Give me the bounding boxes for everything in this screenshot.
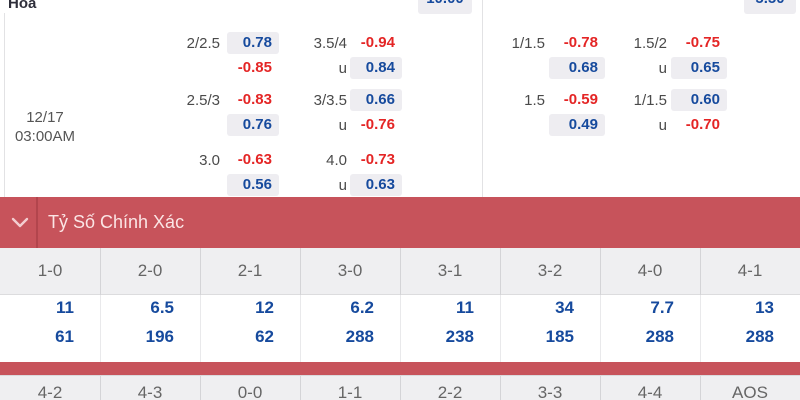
score-header-cell: 0-0	[237, 383, 263, 400]
score-header-cell: 3-3	[537, 383, 563, 400]
under-label: u	[338, 59, 347, 77]
chevron-down-icon[interactable]	[11, 217, 29, 228]
handicap-odds[interactable]: -0.78	[563, 34, 598, 51]
score-odds-cell[interactable]: 196	[145, 327, 174, 346]
fulltime-row: 0.56 u 0.63	[120, 173, 402, 197]
total-label: 4.0	[326, 151, 347, 169]
score-header-cell: 3-0	[337, 261, 363, 280]
score-header-cell: 4-0	[637, 261, 663, 280]
total-label: 1/1.5	[633, 91, 667, 109]
score-odds-cell[interactable]: 11	[456, 298, 474, 317]
score-header-cell: 1-1	[337, 383, 363, 400]
score-header-cell: 4-3	[137, 383, 163, 400]
draw-odds-fulltime[interactable]: 10.00	[418, 0, 472, 14]
table-left-border	[4, 13, 5, 197]
over-odds[interactable]: 0.60	[671, 89, 727, 111]
handicap-label: 3.0	[199, 151, 220, 169]
score-header-cell: 2-2	[437, 383, 463, 400]
firsthalf-row: 1/1.5 -0.78 1.5/2 -0.75	[455, 31, 727, 55]
score-odds-cell[interactable]: 288	[645, 327, 674, 346]
score-header-cell: 3-2	[537, 261, 563, 280]
score-odds-cell[interactable]: 13	[755, 298, 774, 317]
score-header-cell: 4-2	[37, 383, 63, 400]
score-odds-row: 61 196 62 288 238 185 288 288	[0, 326, 800, 348]
under-label: u	[338, 176, 347, 194]
handicap-label: 2/2.5	[186, 34, 220, 52]
draw-label: Hòa	[8, 0, 37, 12]
under-odds[interactable]: -0.70	[685, 116, 720, 133]
section-title: Tỷ Số Chính Xác	[48, 212, 185, 232]
total-label: 3.5/4	[313, 34, 347, 52]
score-odds-cell[interactable]: 288	[345, 327, 374, 346]
handicap-odds[interactable]: 0.78	[227, 32, 279, 54]
handicap-odds[interactable]: 0.76	[227, 114, 279, 136]
fulltime-row: 2.5/3 -0.83 3/3.5 0.66	[120, 88, 402, 112]
score-header-cell: 1-0	[37, 261, 63, 280]
firsthalf-row: 1.5 -0.59 1/1.5 0.60	[455, 88, 727, 112]
handicap-odds[interactable]: -0.59	[563, 91, 598, 108]
over-odds[interactable]: -0.94	[360, 34, 395, 51]
under-label: u	[658, 59, 667, 77]
under-label: u	[338, 116, 347, 134]
under-odds[interactable]: -0.76	[360, 116, 395, 133]
fulltime-row: 3.0 -0.63 4.0 -0.73	[120, 148, 402, 172]
fulltime-row: 0.76 u -0.76	[120, 113, 402, 137]
fulltime-row: 2/2.5 0.78 3.5/4 -0.94	[120, 31, 402, 55]
score-odds-cell[interactable]: 7.7	[650, 298, 674, 317]
section-bar-divider	[36, 197, 38, 248]
score-header-cell: 2-1	[237, 261, 263, 280]
fulltime-row: -0.85 u 0.84	[120, 56, 402, 80]
score-odds-cell[interactable]: 6.5	[150, 298, 174, 317]
score-odds-cell[interactable]: 62	[255, 327, 274, 346]
score-header-cell: AOS	[732, 383, 768, 400]
handicap-odds[interactable]: 0.56	[227, 174, 279, 196]
handicap-label: 2.5/3	[186, 91, 220, 109]
score-odds-cell[interactable]: 12	[255, 298, 274, 317]
score-odds-cell[interactable]: 34	[555, 298, 574, 317]
draw-odds-firsthalf[interactable]: 5.50	[744, 0, 796, 14]
score-header-cell: 2-0	[137, 261, 163, 280]
handicap-odds[interactable]: -0.63	[237, 151, 272, 168]
match-time: 03:00AM	[14, 128, 76, 145]
under-label: u	[658, 116, 667, 134]
over-odds[interactable]: -0.75	[685, 34, 720, 51]
score-odds-cell[interactable]: 11	[56, 298, 74, 317]
score-odds-row: 11 6.5 12 6.2 11 34 7.7 13	[0, 297, 800, 319]
score-odds-cell[interactable]: 61	[55, 327, 74, 346]
handicap-odds[interactable]: -0.83	[237, 91, 272, 108]
section-separator	[0, 362, 800, 375]
total-label: 3/3.5	[313, 91, 347, 109]
handicap-label: 1.5	[524, 91, 545, 109]
match-date: 12/17	[26, 109, 64, 126]
over-odds[interactable]: -0.73	[360, 151, 395, 168]
score-odds-cell[interactable]: 288	[745, 327, 774, 346]
table-middle-divider	[482, 0, 483, 197]
total-label: 1.5/2	[633, 34, 667, 52]
firsthalf-row: 0.49 u -0.70	[455, 113, 727, 137]
handicap-odds[interactable]: 0.68	[549, 57, 605, 79]
under-odds[interactable]: 0.84	[350, 57, 402, 79]
handicap-odds[interactable]: 0.49	[549, 114, 605, 136]
handicap-label: 1/1.5	[511, 34, 545, 52]
over-odds[interactable]: 0.66	[350, 89, 402, 111]
score-header-cell: 4-1	[737, 261, 763, 280]
handicap-odds[interactable]: -0.85	[237, 59, 272, 76]
score-odds-cell[interactable]: 185	[545, 327, 574, 346]
firsthalf-row: 0.68 u 0.65	[455, 56, 727, 80]
score-odds-cell[interactable]: 6.2	[350, 298, 374, 317]
score-header-cell: 4-4	[637, 383, 663, 400]
under-odds[interactable]: 0.65	[671, 57, 727, 79]
score-odds-cell[interactable]: 238	[445, 327, 474, 346]
score-header-cell: 3-1	[437, 261, 463, 280]
correct-score-section-bar[interactable]: Tỷ Số Chính Xác	[0, 197, 800, 248]
under-odds[interactable]: 0.63	[350, 174, 402, 196]
